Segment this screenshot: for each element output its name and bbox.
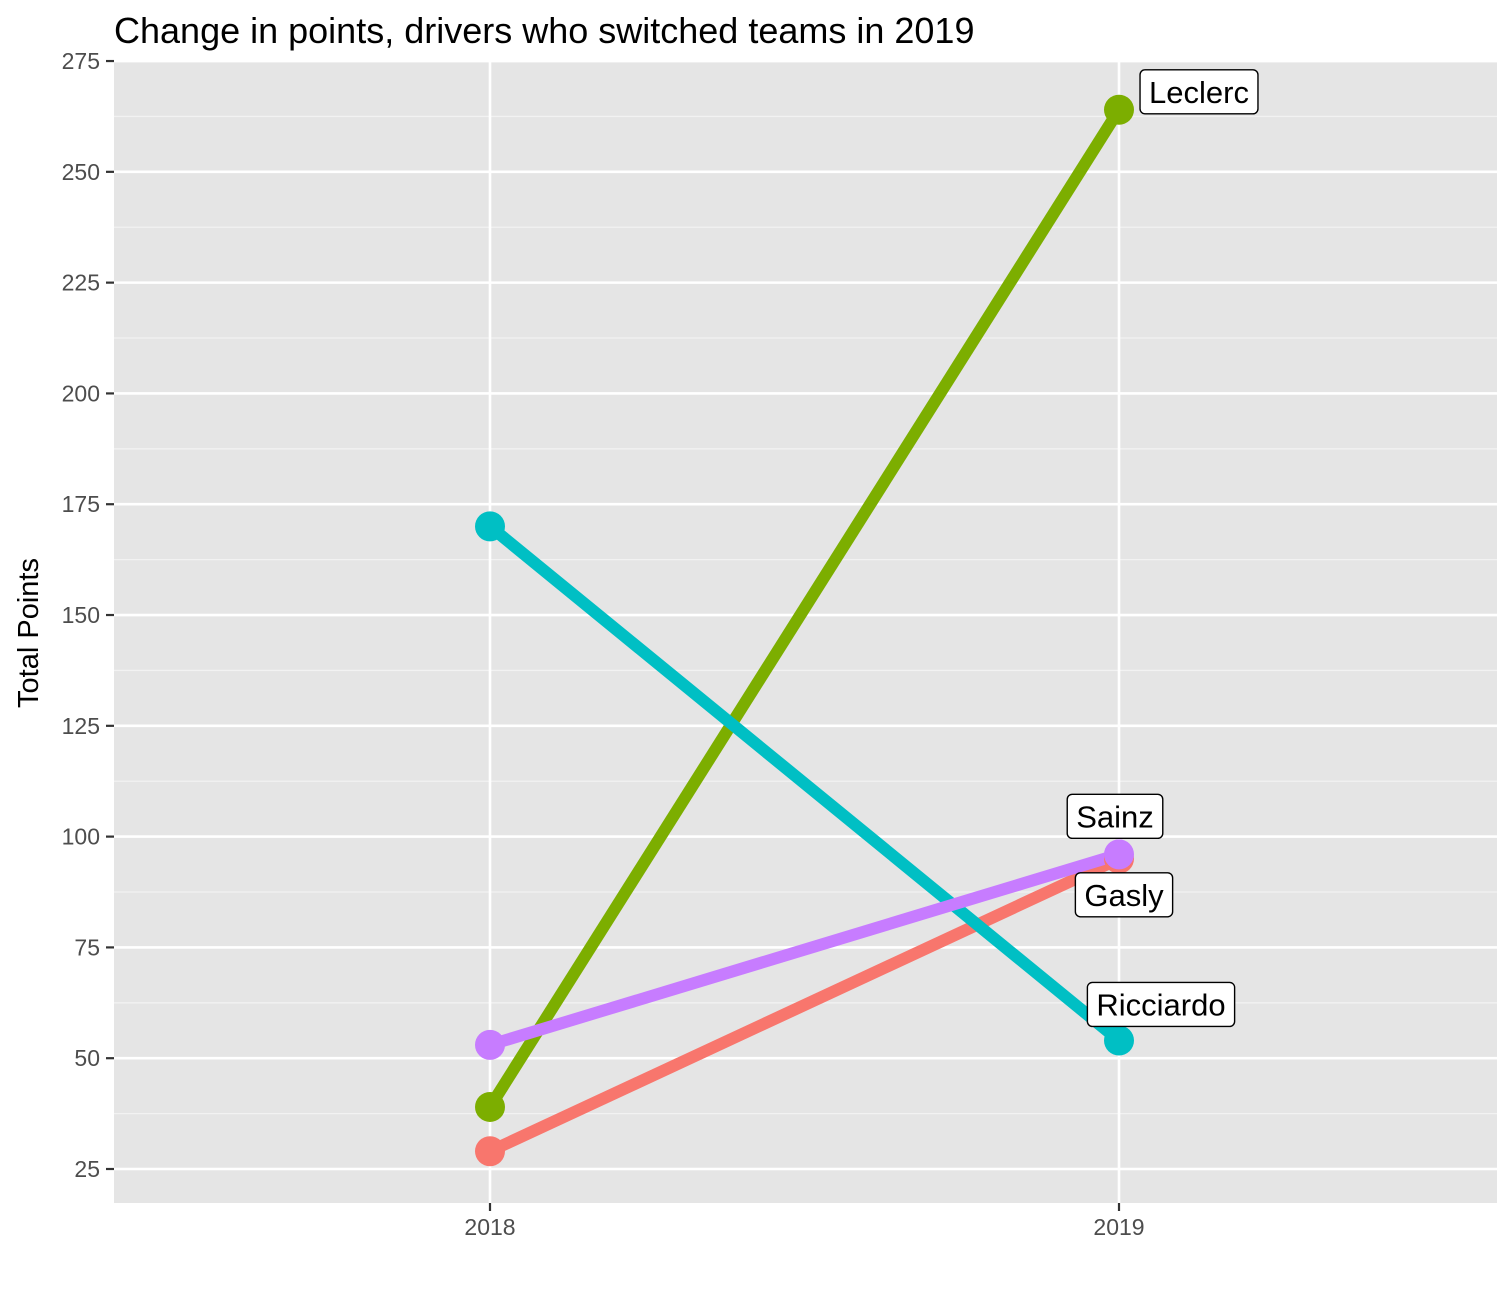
x-tick-label: 2019 (1093, 1214, 1144, 1240)
y-tick-label: 175 (62, 491, 100, 517)
chart-title: Change in points, drivers who switched t… (114, 10, 975, 51)
y-tick-label: 225 (62, 270, 100, 296)
y-tick-label: 200 (62, 380, 100, 406)
series-label-gasly: Gasly (1074, 872, 1174, 918)
data-point-sainz (475, 1029, 505, 1060)
series-labels: Gasly Leclerc Ricciardo Sainz (1066, 69, 1259, 1028)
series-line-gasly (487, 853, 1122, 1157)
y-axis: 25 50 75 100 125 150 175 200 225 250 275 (62, 48, 114, 1182)
y-tick-label: 250 (62, 159, 100, 185)
x-tick-label: 2018 (464, 1214, 515, 1240)
data-point-sainz (1104, 839, 1134, 870)
label-box (1086, 981, 1236, 1028)
major-gridlines (114, 59, 1497, 1203)
y-tick-label: 125 (62, 713, 100, 739)
series-line-ricciardo (486, 521, 1123, 1046)
y-axis-title: Total Points (13, 558, 45, 708)
plot-panel (114, 62, 1497, 1203)
series-lines (484, 106, 1125, 1157)
y-tick-label: 275 (62, 48, 100, 74)
label-text: Gasly (1084, 878, 1164, 913)
series-label-ricciardo: Ricciardo (1086, 981, 1236, 1028)
series-label-sainz: Sainz (1066, 793, 1164, 840)
label-text: Leclerc (1149, 75, 1249, 110)
data-point-ricciardo (1104, 1025, 1134, 1056)
series-points (475, 94, 1134, 1167)
y-tick-label: 100 (62, 824, 100, 850)
label-box (1074, 872, 1174, 918)
y-tick-label: 25 (74, 1156, 100, 1182)
series-line-leclerc (484, 106, 1125, 1111)
series-line-sainz (488, 848, 1121, 1051)
data-point-leclerc (475, 1091, 505, 1122)
label-text: Ricciardo (1096, 987, 1225, 1022)
x-axis: 2018 2019 (464, 1203, 1145, 1240)
data-point-ricciardo (475, 511, 505, 542)
data-point-gasly (475, 1136, 505, 1167)
label-text: Sainz (1076, 799, 1154, 834)
data-point-leclerc (1104, 94, 1134, 125)
label-box (1066, 793, 1164, 840)
y-tick-label: 50 (74, 1045, 100, 1071)
y-tick-label: 75 (74, 934, 100, 960)
y-tick-label: 150 (62, 602, 100, 628)
series-label-leclerc: Leclerc (1139, 69, 1259, 115)
label-box (1139, 69, 1259, 115)
